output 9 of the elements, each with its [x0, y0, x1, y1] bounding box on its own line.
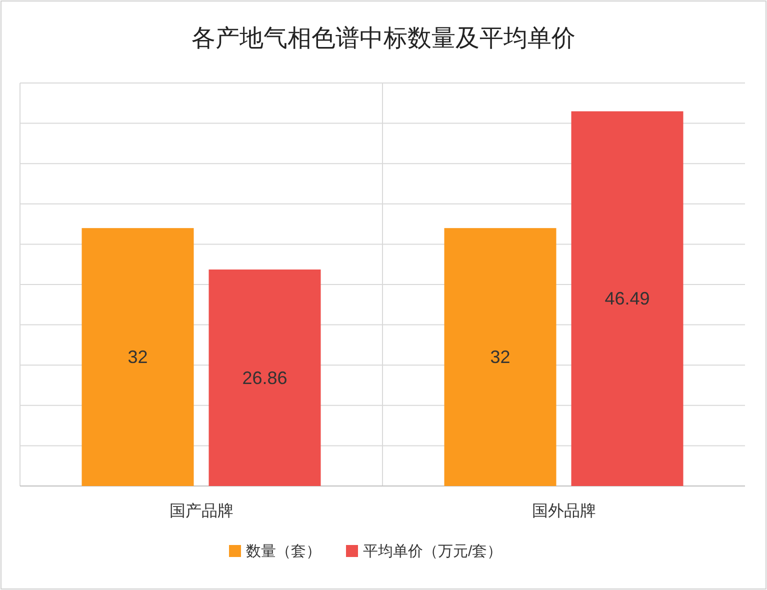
data-label: 26.86: [242, 368, 288, 388]
legend-label: 数量（套）: [246, 543, 321, 560]
x-tick-label: 国产品牌: [169, 502, 234, 520]
legend-label: 平均单价（万元/套）: [363, 543, 502, 560]
x-tick-label: 国外品牌: [532, 502, 596, 520]
chart-title: 各产地气相色谱中标数量及平均单价: [192, 25, 576, 52]
data-label: 32: [490, 347, 510, 368]
data-label: 46.49: [604, 288, 650, 309]
data-label: 32: [128, 347, 148, 368]
